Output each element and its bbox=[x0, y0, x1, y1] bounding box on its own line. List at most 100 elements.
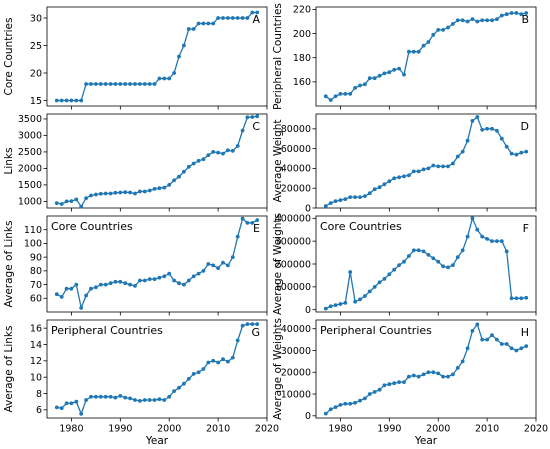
data-point bbox=[387, 179, 392, 184]
data-point bbox=[59, 202, 64, 206]
data-point bbox=[382, 182, 387, 187]
data-point bbox=[235, 234, 240, 239]
data-point bbox=[514, 296, 519, 301]
y-tick-label: 10 bbox=[30, 372, 42, 383]
data-point bbox=[133, 191, 137, 196]
y-axis-label: Average Weight bbox=[272, 119, 284, 202]
data-point bbox=[54, 405, 59, 410]
data-point bbox=[79, 306, 84, 310]
data-point bbox=[343, 301, 348, 305]
data-point bbox=[328, 304, 333, 309]
data-point bbox=[377, 280, 382, 285]
data-point bbox=[142, 189, 147, 194]
data-point bbox=[157, 186, 162, 191]
data-point bbox=[377, 387, 382, 392]
data-point bbox=[59, 295, 64, 299]
data-point bbox=[230, 355, 235, 360]
data-point bbox=[84, 82, 88, 86]
data-point bbox=[123, 190, 128, 195]
data-point bbox=[490, 126, 494, 131]
data-point bbox=[411, 49, 416, 54]
data-point bbox=[421, 167, 426, 172]
data-point bbox=[475, 19, 480, 24]
y-axis-label: Average of Weights bbox=[272, 318, 284, 420]
data-point bbox=[255, 218, 260, 223]
data-point bbox=[191, 274, 196, 279]
data-point bbox=[94, 192, 98, 197]
data-point bbox=[387, 70, 392, 75]
data-point bbox=[372, 187, 377, 192]
data-point bbox=[436, 259, 441, 264]
data-point bbox=[196, 370, 201, 375]
data-point bbox=[152, 187, 157, 191]
data-point bbox=[490, 239, 494, 244]
y-tick-label: 1500 bbox=[18, 180, 42, 191]
data-point bbox=[504, 342, 509, 346]
data-point bbox=[157, 397, 162, 402]
data-point bbox=[54, 292, 59, 297]
data-point bbox=[436, 371, 441, 376]
data-point bbox=[84, 398, 88, 402]
data-point bbox=[177, 174, 181, 179]
data-point bbox=[451, 22, 455, 26]
data-point bbox=[402, 174, 406, 179]
data-point bbox=[358, 398, 362, 403]
data-point bbox=[392, 176, 397, 181]
data-point bbox=[446, 25, 450, 30]
data-point bbox=[377, 73, 382, 78]
data-point bbox=[470, 216, 475, 221]
data-point bbox=[64, 401, 69, 406]
data-point bbox=[113, 395, 118, 400]
data-point bbox=[411, 248, 416, 253]
data-point bbox=[226, 263, 230, 268]
data-point bbox=[465, 138, 470, 143]
data-point bbox=[524, 344, 529, 348]
data-point bbox=[480, 337, 485, 342]
panel-label: A bbox=[252, 13, 260, 26]
data-point bbox=[69, 98, 74, 103]
data-point bbox=[392, 67, 397, 72]
data-point bbox=[113, 82, 118, 86]
y-tick-label: 12 bbox=[30, 356, 42, 367]
data-point bbox=[358, 195, 362, 200]
data-point bbox=[167, 271, 172, 276]
data-point bbox=[250, 322, 255, 326]
data-point bbox=[485, 337, 489, 342]
x-tick-label: 2000 bbox=[157, 424, 181, 435]
data-point bbox=[240, 128, 245, 133]
data-point bbox=[358, 297, 362, 302]
data-point bbox=[191, 161, 196, 166]
data-point bbox=[353, 195, 357, 200]
data-point bbox=[152, 82, 157, 86]
y-tick-label: 80000 bbox=[281, 124, 311, 135]
panel-label: G bbox=[251, 326, 260, 339]
data-point bbox=[333, 405, 338, 409]
data-point bbox=[128, 282, 133, 287]
data-point bbox=[157, 76, 162, 81]
data-point bbox=[441, 164, 445, 169]
data-point bbox=[524, 149, 529, 154]
data-point bbox=[514, 348, 519, 353]
data-point bbox=[524, 11, 529, 15]
data-point bbox=[167, 183, 172, 187]
data-point bbox=[250, 10, 255, 15]
data-point bbox=[416, 169, 421, 174]
y-axis-label: Peripheral Countries bbox=[272, 3, 284, 110]
data-point bbox=[240, 216, 245, 221]
y-tick-label: 100 bbox=[24, 239, 42, 250]
data-point bbox=[177, 385, 181, 390]
data-point bbox=[196, 271, 201, 276]
data-point bbox=[162, 185, 167, 190]
y-tick-label: 30000 bbox=[281, 346, 311, 357]
data-point bbox=[172, 389, 177, 393]
data-point bbox=[436, 164, 441, 169]
data-point bbox=[182, 282, 186, 287]
data-point bbox=[475, 322, 480, 327]
x-tick-label: 2010 bbox=[206, 424, 230, 435]
data-point bbox=[480, 234, 485, 239]
series-line bbox=[325, 323, 527, 415]
data-point bbox=[475, 115, 480, 119]
data-point bbox=[436, 28, 441, 32]
data-point bbox=[255, 322, 260, 326]
data-point bbox=[64, 98, 69, 103]
